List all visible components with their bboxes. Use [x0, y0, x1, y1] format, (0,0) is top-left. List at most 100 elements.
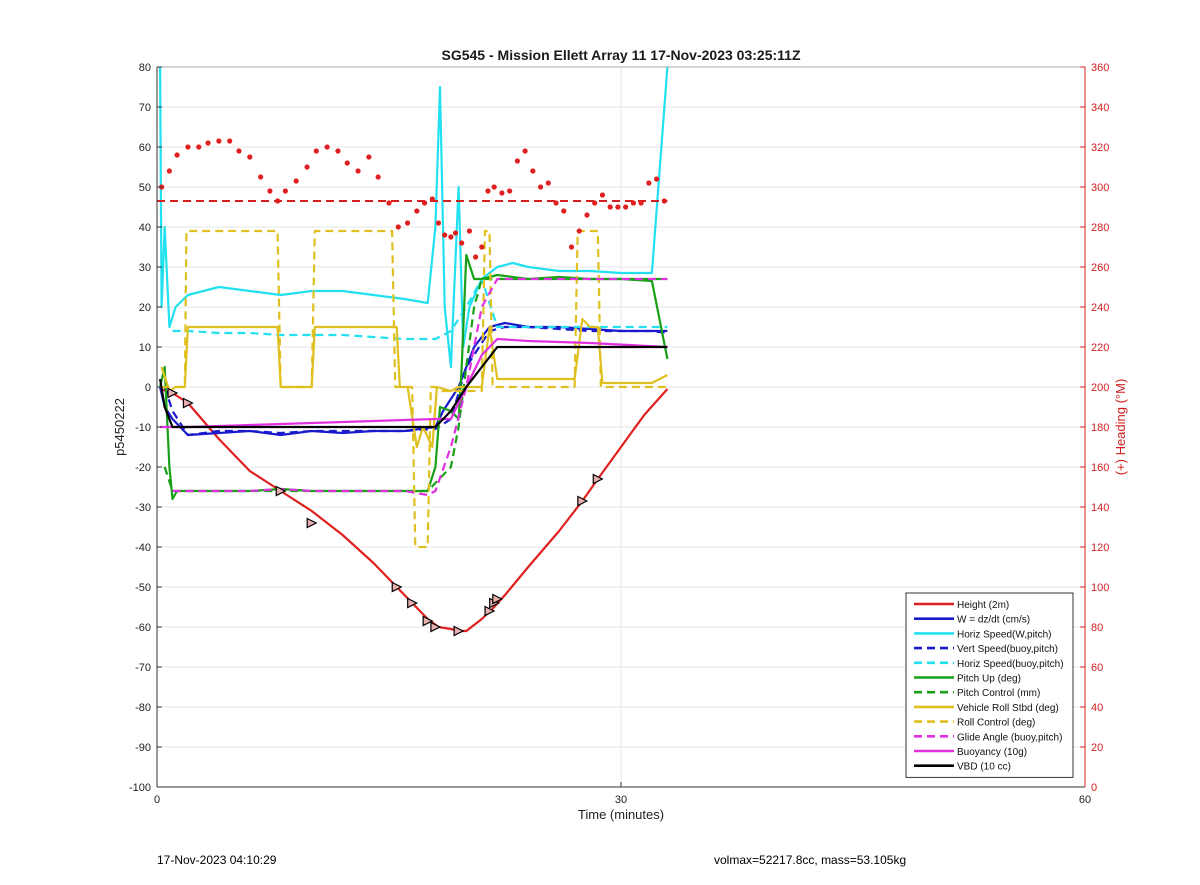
heading-point: [499, 190, 505, 196]
heading-point: [355, 168, 361, 174]
y2-tick-label: 320: [1091, 142, 1109, 154]
heading-point: [293, 178, 299, 184]
x-axis-label: Time (minutes): [578, 807, 664, 822]
heading-point: [473, 254, 479, 260]
heading-point: [599, 192, 606, 198]
axes: 80706050403020100-10-20-30-40-50-60-70-8…: [129, 62, 1109, 806]
heading-point: [196, 144, 202, 150]
y-axis-label: p5450222: [112, 398, 127, 456]
legend-entry: Roll Control (deg): [957, 718, 1035, 729]
legend-entry: Horiz Speed(buoy,pitch): [957, 659, 1064, 670]
y-tick-label: 20: [139, 302, 151, 314]
heading-point: [561, 208, 567, 214]
x-tick-label: 0: [154, 794, 160, 806]
heading-point: [174, 152, 180, 158]
heading-point: [459, 240, 465, 246]
y-tick-label: -70: [135, 662, 151, 674]
series-line: [160, 317, 668, 449]
y2-tick-label: 340: [1091, 102, 1109, 114]
y-tick-label: 60: [139, 142, 151, 154]
heading-point: [507, 188, 513, 194]
y2-tick-label: 280: [1091, 222, 1109, 234]
heading-point: [537, 184, 544, 190]
legend-entry: VBD (10 cc): [957, 762, 1011, 773]
heading-point: [404, 220, 411, 226]
heading-point: [258, 174, 264, 180]
legend-entry: Vehicle Roll Stbd (deg): [957, 703, 1059, 714]
chart-title: SG545 - Mission Ellett Array 11 17-Nov-2…: [442, 47, 801, 63]
footer-timestamp: 17-Nov-2023 04:10:29: [157, 853, 277, 867]
heading-point: [638, 200, 644, 206]
y2-tick-label: 0: [1091, 782, 1097, 794]
heading-point: [414, 208, 420, 214]
heading-point: [479, 244, 485, 250]
y-tick-label: 70: [139, 102, 151, 114]
legend-box: [905, 592, 1074, 778]
heading-point: [514, 158, 520, 164]
y-tick-label: -100: [129, 782, 151, 794]
heading-point: [366, 154, 372, 160]
marker-layer: [167, 387, 604, 637]
legend-entry: Pitch Up (deg): [957, 674, 1021, 685]
heading-point: [661, 198, 667, 204]
y-tick-label: -10: [135, 422, 151, 434]
direction-marker: [492, 593, 504, 605]
heading-point: [205, 140, 211, 146]
heading-point: [313, 148, 319, 154]
heading-point: [646, 180, 652, 186]
y2-tick-label: 360: [1091, 62, 1109, 74]
heading-point: [435, 220, 442, 226]
heading-point: [530, 168, 536, 174]
direction-marker: [422, 615, 434, 627]
heading-point: [236, 148, 242, 154]
legend-entry: Glide Angle (buoy,pitch): [957, 732, 1062, 743]
heading-point: [216, 138, 222, 144]
heading-point: [335, 148, 341, 154]
direction-marker: [182, 397, 194, 409]
direction-marker: [407, 597, 419, 609]
y-tick-label: -20: [135, 462, 151, 474]
heading-point: [545, 180, 551, 186]
y2-tick-label: 120: [1091, 542, 1109, 554]
direction-marker: [453, 625, 465, 637]
chart: 80706050403020100-10-20-30-40-50-60-70-8…: [112, 47, 1128, 822]
heading-point: [553, 200, 559, 206]
heading-point: [421, 200, 428, 206]
y2-tick-label: 220: [1091, 342, 1109, 354]
direction-marker: [592, 473, 604, 485]
legend: Height (2m) W = dz/dt (cm/s) Horiz Speed(W…: [905, 592, 1074, 778]
heading-layer: [157, 138, 668, 260]
heading-point: [395, 224, 401, 230]
x-tick-label: 60: [1079, 794, 1091, 806]
legend-entry: Vert Speed(buoy,pitch): [957, 644, 1058, 655]
y2-tick-label: 80: [1091, 622, 1103, 634]
direction-marker: [577, 495, 589, 507]
y-tick-label: 10: [139, 342, 151, 354]
series-line: [159, 387, 669, 633]
y-tick-label: 50: [139, 182, 151, 194]
y-tick-label: -40: [135, 542, 151, 554]
heading-point: [282, 188, 288, 194]
direction-marker: [306, 517, 318, 529]
y2-tick-label: 180: [1091, 422, 1109, 434]
y-tick-label: -60: [135, 622, 151, 634]
y2-tick-label: 40: [1091, 702, 1103, 714]
y2-tick-label: 240: [1091, 302, 1109, 314]
y-tick-label: 40: [139, 222, 151, 234]
heading-point: [615, 204, 621, 210]
y-tick-label: -50: [135, 582, 151, 594]
heading-point: [466, 228, 473, 234]
direction-marker: [430, 621, 442, 633]
series-line: [159, 66, 669, 369]
y2-tick-label: 20: [1091, 742, 1103, 754]
heading-point: [275, 198, 281, 204]
heading-point: [584, 212, 590, 218]
y2-axis-label: (+) Heading (°M): [1113, 379, 1128, 476]
y2-tick-label: 200: [1091, 382, 1109, 394]
legend-entry: Buoyancy (10g): [957, 747, 1027, 758]
heading-point: [185, 144, 191, 150]
heading-point: [227, 138, 233, 144]
legend-entry: Pitch Control (mm): [957, 688, 1040, 699]
heading-point: [607, 204, 613, 210]
heading-point: [304, 164, 310, 170]
